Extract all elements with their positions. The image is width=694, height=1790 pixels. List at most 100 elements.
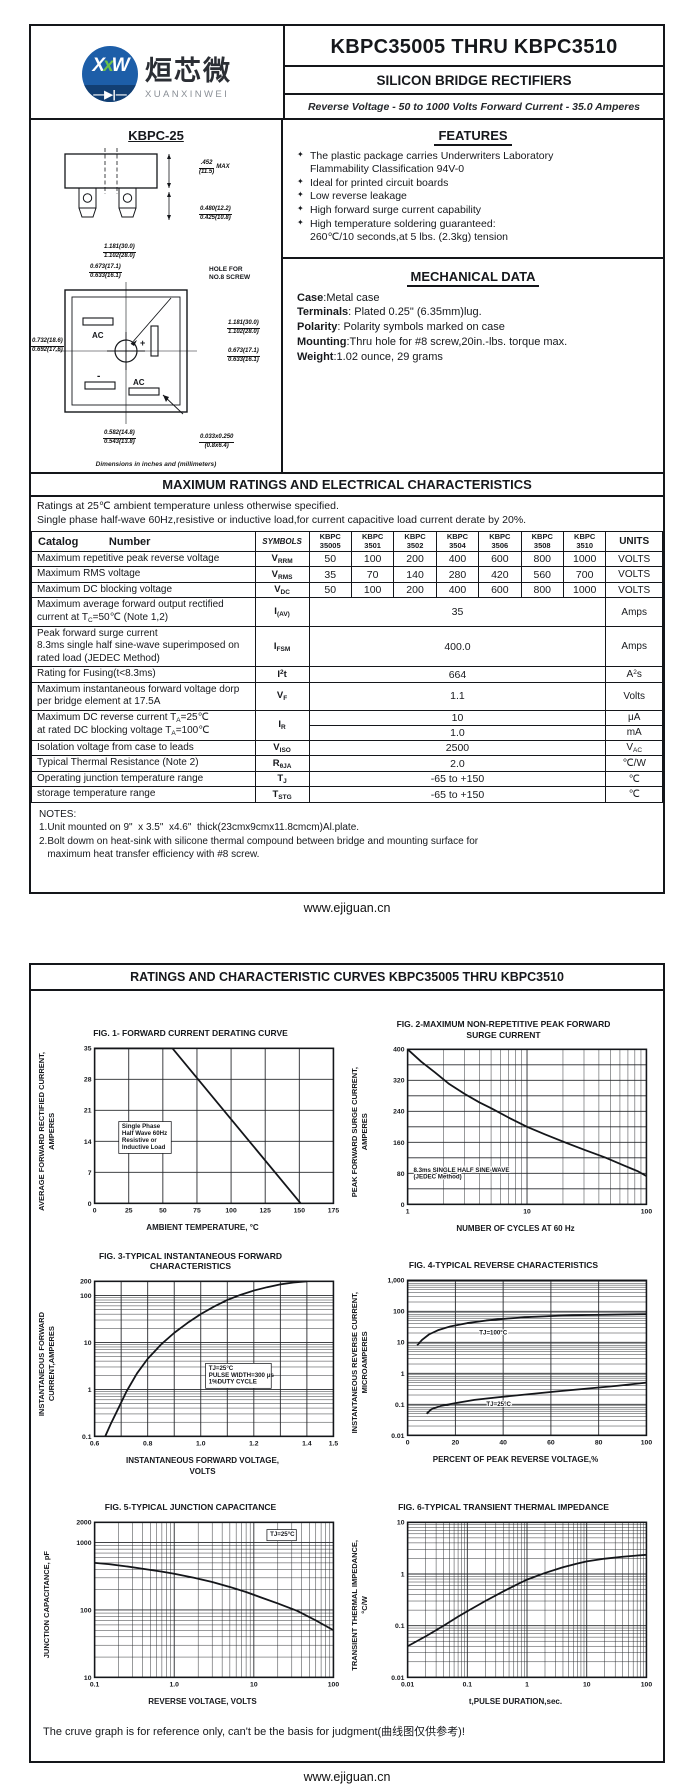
table-cell: -65 to +150 xyxy=(308,770,607,788)
table-cell: 200 xyxy=(393,550,437,568)
table-cell: 50 xyxy=(308,581,352,599)
figure-xlabel: t,PULSE DURATION,sec. xyxy=(468,1697,563,1707)
dim-width-outer: 1.181(30.0) 1.102(28.0) xyxy=(103,244,136,259)
table-header-cell: KBPC 35005 xyxy=(308,531,352,552)
table-cell: Maximum repetitive peak reverse voltage xyxy=(31,550,256,568)
svg-text:35: 35 xyxy=(84,1046,92,1053)
figure-title: FIG. 5-TYPICAL JUNCTION CAPACITANCE xyxy=(104,1502,277,1513)
svg-text:75: 75 xyxy=(193,1207,201,1214)
table-cell: VOLTS xyxy=(605,581,663,599)
table-cell: VF xyxy=(254,681,310,711)
table-cell: 560 xyxy=(520,566,564,583)
svg-text:1.0: 1.0 xyxy=(196,1440,206,1447)
table-header-cell: KBPC 3502 xyxy=(393,531,437,552)
curve xyxy=(104,1280,308,1437)
svg-text:150: 150 xyxy=(294,1207,306,1214)
svg-text:1: 1 xyxy=(525,1681,529,1688)
svg-text:1: 1 xyxy=(406,1208,410,1215)
feature-item: Ideal for printed circuit boards xyxy=(297,177,649,190)
svg-text:40: 40 xyxy=(499,1439,507,1446)
figure-4-reverse-characteristics: FIG. 4-TYPICAL REVERSE CHARACTERISTICS I… xyxy=(348,1251,659,1477)
table-header-cell: KBPC 3508 xyxy=(520,531,564,552)
table-cell: 1000 xyxy=(562,581,607,599)
table-cell: 700 xyxy=(562,566,607,583)
svg-text:0.01: 0.01 xyxy=(401,1681,414,1688)
terminal-label-minus: - xyxy=(97,371,100,382)
table-cell: 400.0 xyxy=(308,625,607,668)
table-cell: ℃ xyxy=(605,786,663,803)
table-cell: I(AV) xyxy=(254,597,310,627)
mech-weight: Weight:1.02 ounce, 29 grams xyxy=(297,350,443,363)
table-row: Maximum instantaneous forward voltage do… xyxy=(31,681,663,711)
dim-right-outer: 1.181(30.0) 1.102(28.0) xyxy=(227,320,260,335)
table-cell: 800 xyxy=(520,581,564,599)
figure-ylabel: AVERAGE FORWARD RECTIFIED CURRENT, AMPER… xyxy=(37,1051,56,1211)
svg-text:1.2: 1.2 xyxy=(249,1440,259,1447)
figure-2-peak-forward-surge-current: FIG. 2-MAXIMUM NON-REPETITIVE PEAK FORWA… xyxy=(348,1019,659,1235)
mech-case: Case:Metal case xyxy=(297,291,380,304)
svg-text:1,000: 1,000 xyxy=(387,1277,404,1284)
features-section: FEATURES The plastic package carries Und… xyxy=(283,120,663,259)
table-cell: Rating for Fusing(t<8.3ms) xyxy=(31,666,256,683)
mechanical-data-section: MECHANICAL DATA Case:Metal case Terminal… xyxy=(283,259,663,472)
svg-text:400: 400 xyxy=(393,1047,405,1054)
drawing-caption: Dimensions in inches and (millimeters) xyxy=(95,461,217,468)
website-link[interactable]: www.ejiguan.cn xyxy=(303,1770,391,1785)
terminal-label-ac1: AC xyxy=(92,331,104,340)
table-row: Maximum DC blocking voltage VDC 50 100 200 40… xyxy=(31,581,663,599)
svg-text:10: 10 xyxy=(397,1339,405,1346)
reference-disclaimer: The cruve graph is for reference only, c… xyxy=(43,1726,465,1739)
note-line: maximum heat transfer efficiency with #8… xyxy=(39,849,260,861)
figure-3-chart: 0.6 0.8 1.0 1.2 1.4 1.5 0.1 1 10 100 200 TJ=25°C PUL… xyxy=(80,1279,338,1448)
svg-text:240: 240 xyxy=(393,1109,405,1116)
figure-6-transient-thermal-impedance: FIG. 6-TYPICAL TRANSIENT THERMAL IMPEDAN… xyxy=(348,1493,659,1708)
part-number-title: KBPC35005 THRU KBPC3510 xyxy=(285,26,663,67)
figure-ylabel: JUNCTION CAPACITANCE, pF xyxy=(42,1551,52,1659)
svg-text:100: 100 xyxy=(641,1439,653,1446)
dim-width-inner: 0.673(17.1) 0.633(16.1) xyxy=(89,264,122,279)
svg-text:0: 0 xyxy=(406,1439,410,1446)
table-header-cell: KBPC 3504 xyxy=(435,531,480,552)
ratings-table-head: Catalog Number SYMBOLS KBPC 35005 KBPC 3501 KB… xyxy=(31,531,663,552)
website-link[interactable]: www.ejiguan.cn xyxy=(303,900,391,915)
figure-1-chart: 0 25 50 75 100 125 150 175 0 7 14 21 28 35 Single Phas… xyxy=(84,1046,339,1215)
svg-text:21: 21 xyxy=(84,1108,92,1115)
dim-bottom-pitch: 0.582(14.8) 0.543(13.8) xyxy=(103,430,136,445)
figure-xlabel: PERCENT OF PEAK REVERSE VOLTAGE,% xyxy=(432,1454,599,1464)
table-cell: TJ xyxy=(254,770,310,788)
brand-name-cn: 烜芯微 xyxy=(145,55,232,87)
table-cell: 50 xyxy=(308,550,352,568)
table-row: Peak forward surge current 8.3ms single h… xyxy=(31,625,663,668)
table-cell: 2500 xyxy=(308,739,607,757)
brand-name-en: XUANXINWEI xyxy=(145,88,230,100)
chart-annotation: Single Phase Half Wave 60Hz Resistive or In… xyxy=(122,1123,167,1151)
curves-page-title: RATINGS AND CHARACTERISTIC CURVES KBPC35… xyxy=(31,965,663,991)
svg-text:0.1: 0.1 xyxy=(82,1434,92,1441)
svg-text:10: 10 xyxy=(84,1340,92,1347)
svg-text:20: 20 xyxy=(452,1439,460,1446)
table-cell: TSTG xyxy=(254,786,310,803)
curve xyxy=(94,1047,302,1204)
ratings-condition-line: Ratings at 25℃ ambient temperature unles… xyxy=(37,500,339,512)
figure-ylabel: INSTANTANEOUS FORWARD CURRENT,AMPERES xyxy=(37,1311,56,1417)
figure-xlabel: INSTANTANEOUS FORWARD VOLTAGE, VOLTS xyxy=(125,1456,280,1476)
table-cell: Maximum RMS voltage xyxy=(31,566,256,583)
table-cell: 10 xyxy=(308,709,607,726)
table-cell: Volts xyxy=(605,681,663,711)
figure-xlabel: REVERSE VOLTAGE, VOLTS xyxy=(148,1697,257,1707)
brand-text: 烜芯微 XUANXINWEI xyxy=(145,49,232,100)
dim-slot-size: 0.033x0.250 (0.8x6.4) xyxy=(199,434,235,449)
table-cell: 1000 xyxy=(562,550,607,568)
svg-text:0.1: 0.1 xyxy=(463,1681,473,1688)
curve xyxy=(407,1553,647,1647)
table-row: Isolation voltage from case to leads VISO… xyxy=(31,739,663,757)
table-cell: I2t xyxy=(254,666,310,683)
table-row: Typical Thermal Resistance (Note 2) RθJA 2… xyxy=(31,755,663,772)
figure-xlabel: AMBIENT TEMPERATURE, °C xyxy=(146,1223,259,1233)
table-row: Maximum repetitive peak reverse voltage V… xyxy=(31,550,663,568)
svg-text:100: 100 xyxy=(80,1293,92,1300)
figure-title: FIG. 6-TYPICAL TRANSIENT THERMAL IMPEDAN… xyxy=(398,1502,609,1513)
dim-terminal-span: 0.732(18.6) 0.692(17.6) xyxy=(31,338,64,353)
svg-text:1: 1 xyxy=(401,1370,405,1377)
header: XxW —▶|— 烜芯微 XUANXINWEI KBPC35005 THRU K… xyxy=(31,26,663,120)
